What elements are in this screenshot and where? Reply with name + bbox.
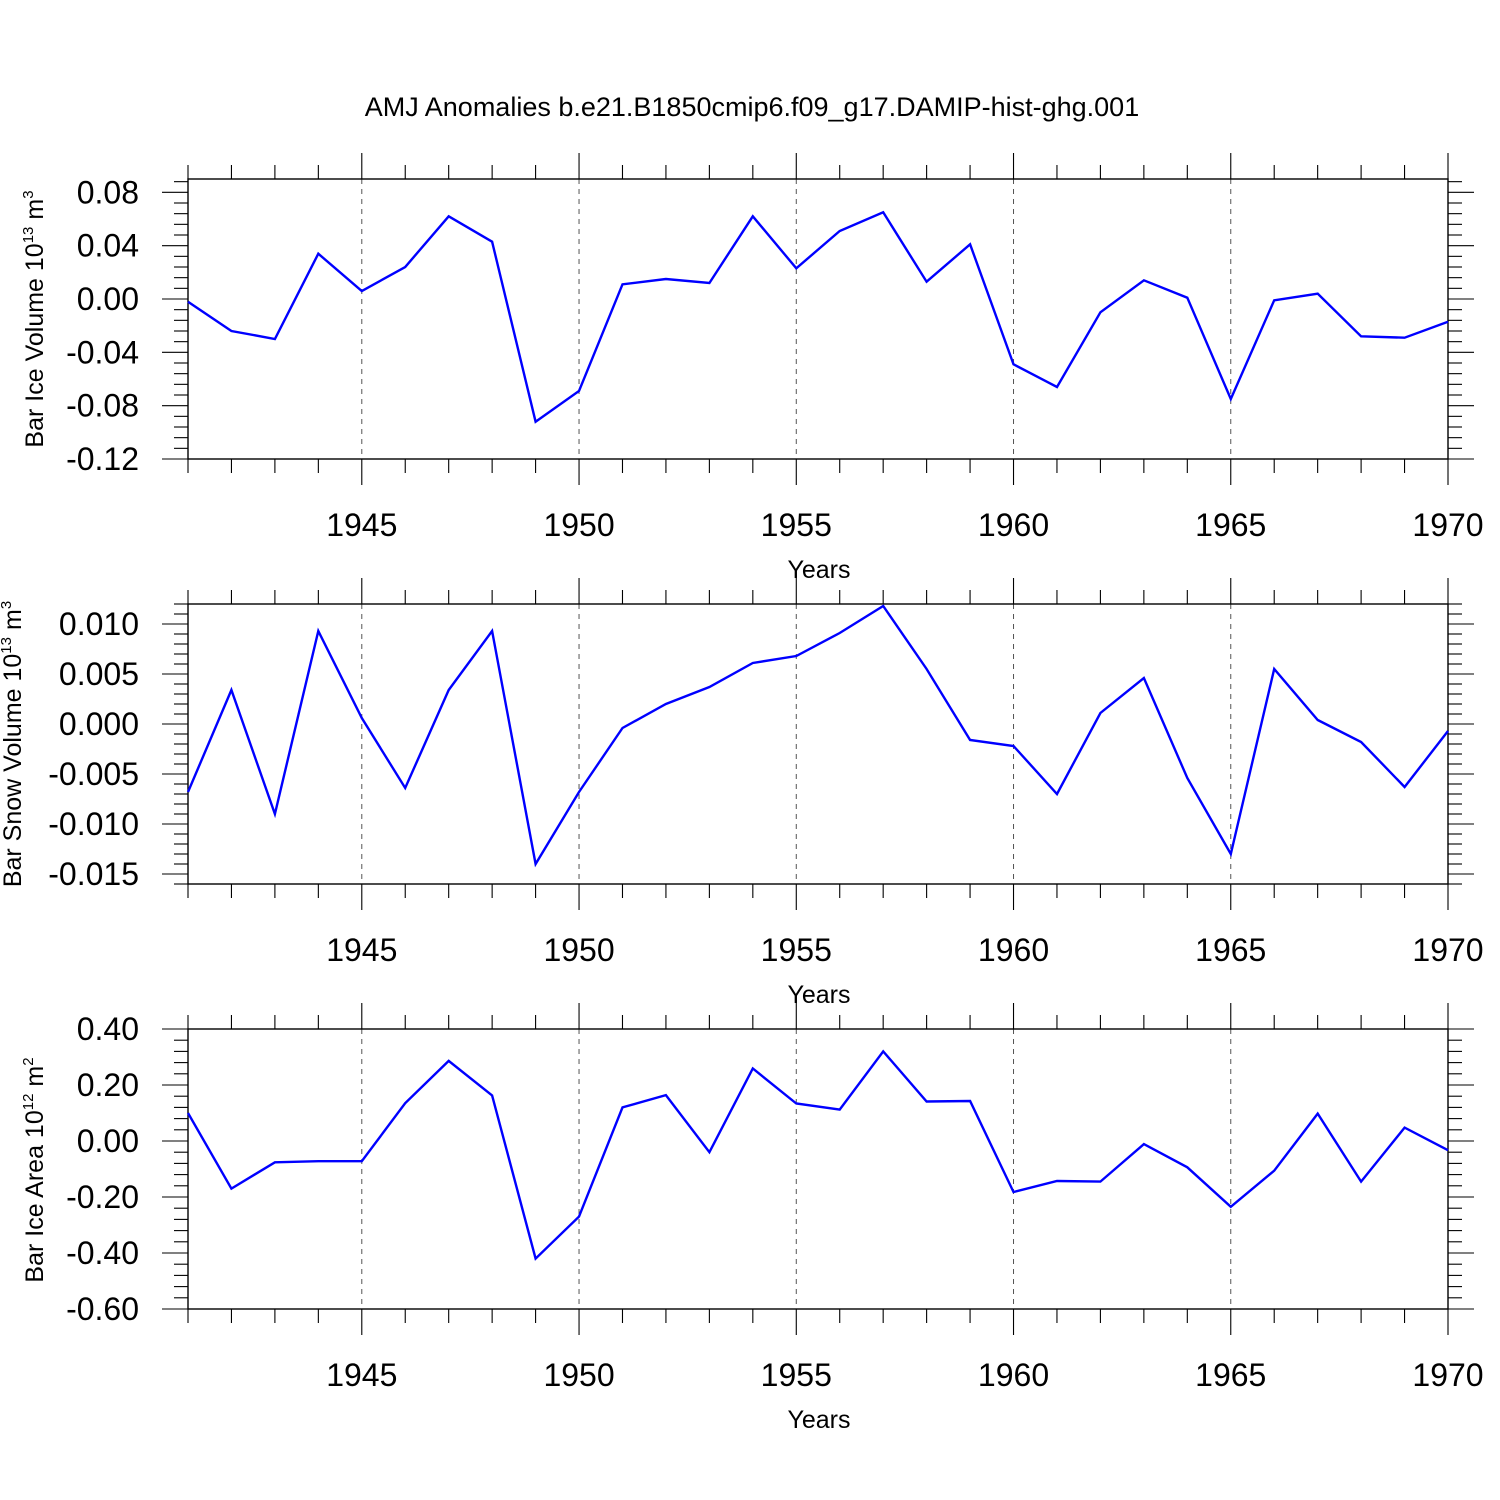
ice-area-y-tick-label: 0.40 xyxy=(77,1011,139,1047)
snow-volume-x-tick-label: 1950 xyxy=(543,932,614,968)
snow-volume-y-tick-label: 0.000 xyxy=(59,706,139,742)
ice-area-x-tick-label: 1965 xyxy=(1195,1357,1266,1393)
ice-area-plot-frame xyxy=(187,1028,1449,1310)
snow-volume-x-tick-label: 1945 xyxy=(326,932,397,968)
snow-volume-y-tick-label: -0.010 xyxy=(48,806,139,842)
ice-area-x-tick-label: 1960 xyxy=(978,1357,1049,1393)
snow-volume-series-line xyxy=(186,604,1449,868)
snow-volume-y-tick-label: 0.010 xyxy=(59,606,139,642)
snow-volume-x-tick-label: 1955 xyxy=(761,932,832,968)
ice-area-x-tick-label: 1955 xyxy=(761,1357,832,1393)
snow-volume-x-tick-label: 1965 xyxy=(1195,932,1266,968)
snow-volume-x-axis-label: Years xyxy=(787,981,850,1009)
ice-volume-x-axis-label: Years xyxy=(787,556,850,584)
snow-volume-y-axis-label: Bar Snow Volume 1013m3 xyxy=(0,601,27,887)
snow-volume-x-tick-label: 1960 xyxy=(978,932,1049,968)
ice-area-x-tick-label: 1970 xyxy=(1412,1357,1483,1393)
ice-volume-y-tick-label: 0.00 xyxy=(77,281,139,317)
ice-area-x-axis-label: Years xyxy=(787,1406,850,1434)
ice-volume-y-tick-label: -0.08 xyxy=(66,388,139,424)
ice-area-x-tick-label: 1950 xyxy=(543,1357,614,1393)
ice-area-panel: Bar Ice Area 1012m2 Years 1945 1950 1955 19… xyxy=(20,1003,1484,1434)
ice-volume-x-tick-label: 1960 xyxy=(978,507,1049,543)
ice-area-y-tick-label: -0.20 xyxy=(66,1179,139,1215)
ice-volume-y-tick-label: 0.08 xyxy=(77,174,139,210)
ice-volume-x-tick-label: 1955 xyxy=(761,507,832,543)
snow-volume-x-tick-label: 1970 xyxy=(1412,932,1483,968)
ice-volume-series-line xyxy=(187,210,1449,424)
ice-area-y-tick-label: -0.40 xyxy=(66,1235,139,1271)
ice-volume-panel: Bar Ice Volume 1013m3 Years 1945 1950 1955… xyxy=(20,153,1484,584)
ice-area-y-tick-label: 0.00 xyxy=(77,1123,139,1159)
ice-area-y-axis-label: Bar Ice Area 1012m2 xyxy=(20,1057,49,1282)
snow-volume-y-tick-label: -0.015 xyxy=(48,856,139,892)
ice-area-y-tick-label: -0.60 xyxy=(66,1291,139,1327)
ice-volume-x-tick-label: 1950 xyxy=(543,507,614,543)
snow-volume-y-tick-label: -0.005 xyxy=(48,756,139,792)
snow-volume-panel: Bar Snow Volume 1013m3 Years 1945 1950 195… xyxy=(0,578,1484,1009)
ice-volume-y-axis-label: Bar Ice Volume 1013m3 xyxy=(20,190,49,447)
figure-title: AMJ Anomalies b.e21.B1850cmip6.f09_g17.D… xyxy=(365,92,1139,122)
ice-volume-y-tick-label: -0.04 xyxy=(66,334,139,370)
ice-volume-x-tick-label: 1945 xyxy=(326,507,397,543)
ice-area-series-line xyxy=(186,1049,1449,1261)
ice-volume-y-tick-label: -0.12 xyxy=(66,441,139,477)
snow-volume-y-tick-label: 0.005 xyxy=(59,656,139,692)
ice-volume-x-tick-label: 1970 xyxy=(1412,507,1483,543)
ice-area-x-tick-label: 1945 xyxy=(326,1357,397,1393)
ice-volume-y-tick-label: 0.04 xyxy=(77,228,139,264)
ice-area-y-tick-label: 0.20 xyxy=(77,1067,139,1103)
ice-volume-plot-frame xyxy=(187,178,1449,460)
ice-volume-x-tick-label: 1965 xyxy=(1195,507,1266,543)
